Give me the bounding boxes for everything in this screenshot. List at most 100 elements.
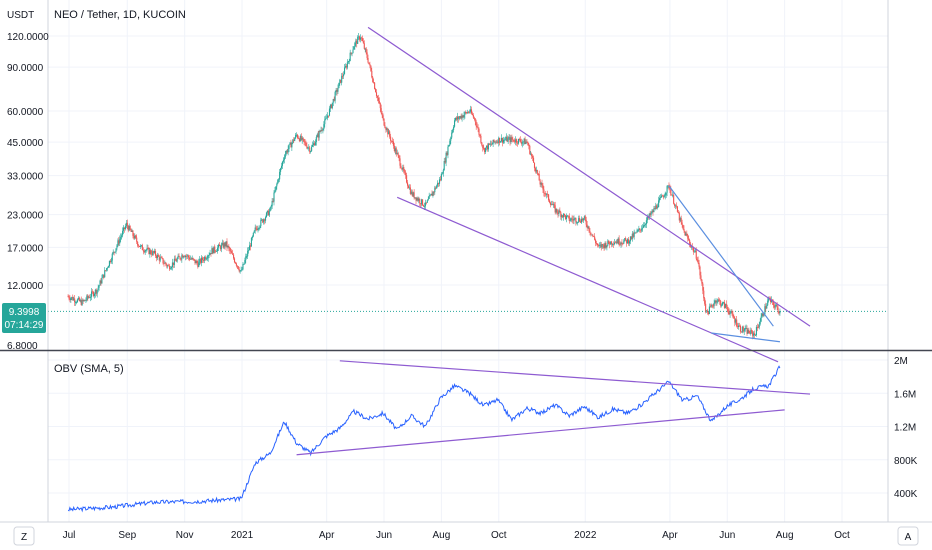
candle-body bbox=[223, 243, 225, 248]
candle-body bbox=[176, 258, 178, 262]
candle-body bbox=[681, 222, 683, 225]
candle-body bbox=[160, 257, 162, 259]
candle-body bbox=[189, 258, 191, 260]
candle-body bbox=[193, 259, 195, 260]
candle-body bbox=[325, 118, 327, 120]
candle-body bbox=[750, 329, 752, 334]
candle-body bbox=[666, 186, 668, 193]
z-button-bg[interactable] bbox=[13, 526, 35, 546]
price-trendline[interactable] bbox=[668, 185, 774, 327]
candle-body bbox=[503, 139, 505, 141]
candle-body bbox=[112, 251, 114, 254]
candle-body bbox=[631, 233, 633, 240]
candle-body bbox=[543, 189, 545, 194]
candle-body bbox=[185, 255, 188, 257]
candle-body bbox=[529, 145, 531, 154]
candle-body bbox=[398, 155, 400, 159]
candle-body bbox=[454, 120, 456, 127]
candle-body bbox=[611, 241, 613, 245]
a-button-label[interactable]: A bbox=[905, 532, 912, 543]
candle-body bbox=[379, 103, 381, 109]
candle-body bbox=[200, 259, 202, 263]
candle-body bbox=[152, 251, 154, 255]
candle-body bbox=[655, 205, 657, 209]
candle-body bbox=[155, 255, 158, 259]
candle-body bbox=[87, 295, 89, 298]
candle-body bbox=[449, 140, 451, 146]
candle-body bbox=[576, 222, 578, 224]
candle-body bbox=[144, 250, 146, 253]
candle-body bbox=[119, 238, 121, 244]
candle-body bbox=[98, 285, 100, 288]
candle-body bbox=[524, 138, 526, 145]
a-button-bg[interactable] bbox=[897, 526, 919, 546]
candle-body bbox=[707, 312, 710, 314]
candle-body bbox=[164, 262, 166, 264]
candle-body bbox=[197, 263, 199, 267]
candle-body bbox=[563, 213, 565, 218]
candle-body bbox=[97, 287, 99, 290]
candle-body bbox=[583, 216, 585, 219]
candle-body bbox=[354, 42, 356, 47]
candle-body bbox=[492, 139, 494, 144]
candle-body bbox=[361, 38, 363, 41]
candle-body bbox=[584, 216, 586, 220]
candle-body bbox=[242, 263, 244, 270]
candle-body bbox=[485, 145, 488, 148]
candle-body bbox=[532, 156, 534, 158]
candle-body bbox=[651, 210, 653, 213]
obv-trendline[interactable] bbox=[339, 360, 811, 395]
candle-body bbox=[739, 325, 741, 332]
z-button[interactable]: Z bbox=[13, 526, 35, 546]
candle-body bbox=[499, 137, 501, 143]
candle-body bbox=[248, 250, 250, 252]
candle-body bbox=[579, 218, 581, 222]
candle-body bbox=[392, 141, 394, 146]
candle-body bbox=[252, 232, 254, 237]
candle-body bbox=[452, 129, 454, 133]
candle-body bbox=[419, 199, 421, 204]
candle-body bbox=[455, 117, 457, 120]
candle-body bbox=[168, 265, 170, 267]
candle-body bbox=[135, 235, 137, 238]
candle-body bbox=[718, 299, 720, 301]
candle-body bbox=[182, 255, 184, 258]
candle-body bbox=[278, 179, 280, 181]
candle-body bbox=[444, 161, 446, 163]
candle-body bbox=[711, 305, 713, 306]
candle-body bbox=[96, 289, 98, 294]
grid bbox=[48, 0, 888, 522]
price-trendline[interactable] bbox=[711, 332, 781, 343]
candle-body bbox=[431, 193, 433, 196]
candle-body bbox=[456, 116, 458, 120]
candle-body bbox=[187, 255, 189, 258]
price-trendline[interactable] bbox=[367, 26, 811, 327]
candle-body bbox=[110, 260, 112, 263]
obv-trendline[interactable] bbox=[296, 409, 785, 456]
candle-body bbox=[438, 182, 440, 184]
candle-body bbox=[682, 224, 684, 229]
candle-body bbox=[510, 137, 512, 143]
candle-body bbox=[403, 167, 405, 172]
z-button-label[interactable]: Z bbox=[21, 532, 27, 543]
candle-body bbox=[253, 230, 255, 233]
a-button[interactable]: A bbox=[897, 526, 919, 546]
candle-body bbox=[289, 142, 291, 145]
candle-body bbox=[703, 290, 705, 299]
candle-body bbox=[298, 138, 300, 142]
candle-body bbox=[652, 210, 654, 213]
candle-body bbox=[639, 228, 641, 230]
candle-body bbox=[483, 148, 485, 149]
candle-body bbox=[458, 117, 460, 119]
candle-body bbox=[355, 40, 357, 43]
trendlines bbox=[296, 26, 811, 456]
candle-body bbox=[131, 230, 133, 232]
candle-body bbox=[328, 108, 331, 116]
candle-body bbox=[594, 236, 596, 240]
candle-body bbox=[217, 244, 220, 248]
candle-body bbox=[212, 248, 214, 254]
candle-body bbox=[89, 297, 91, 299]
candle-body bbox=[661, 195, 663, 197]
price-trendline[interactable] bbox=[396, 196, 779, 363]
